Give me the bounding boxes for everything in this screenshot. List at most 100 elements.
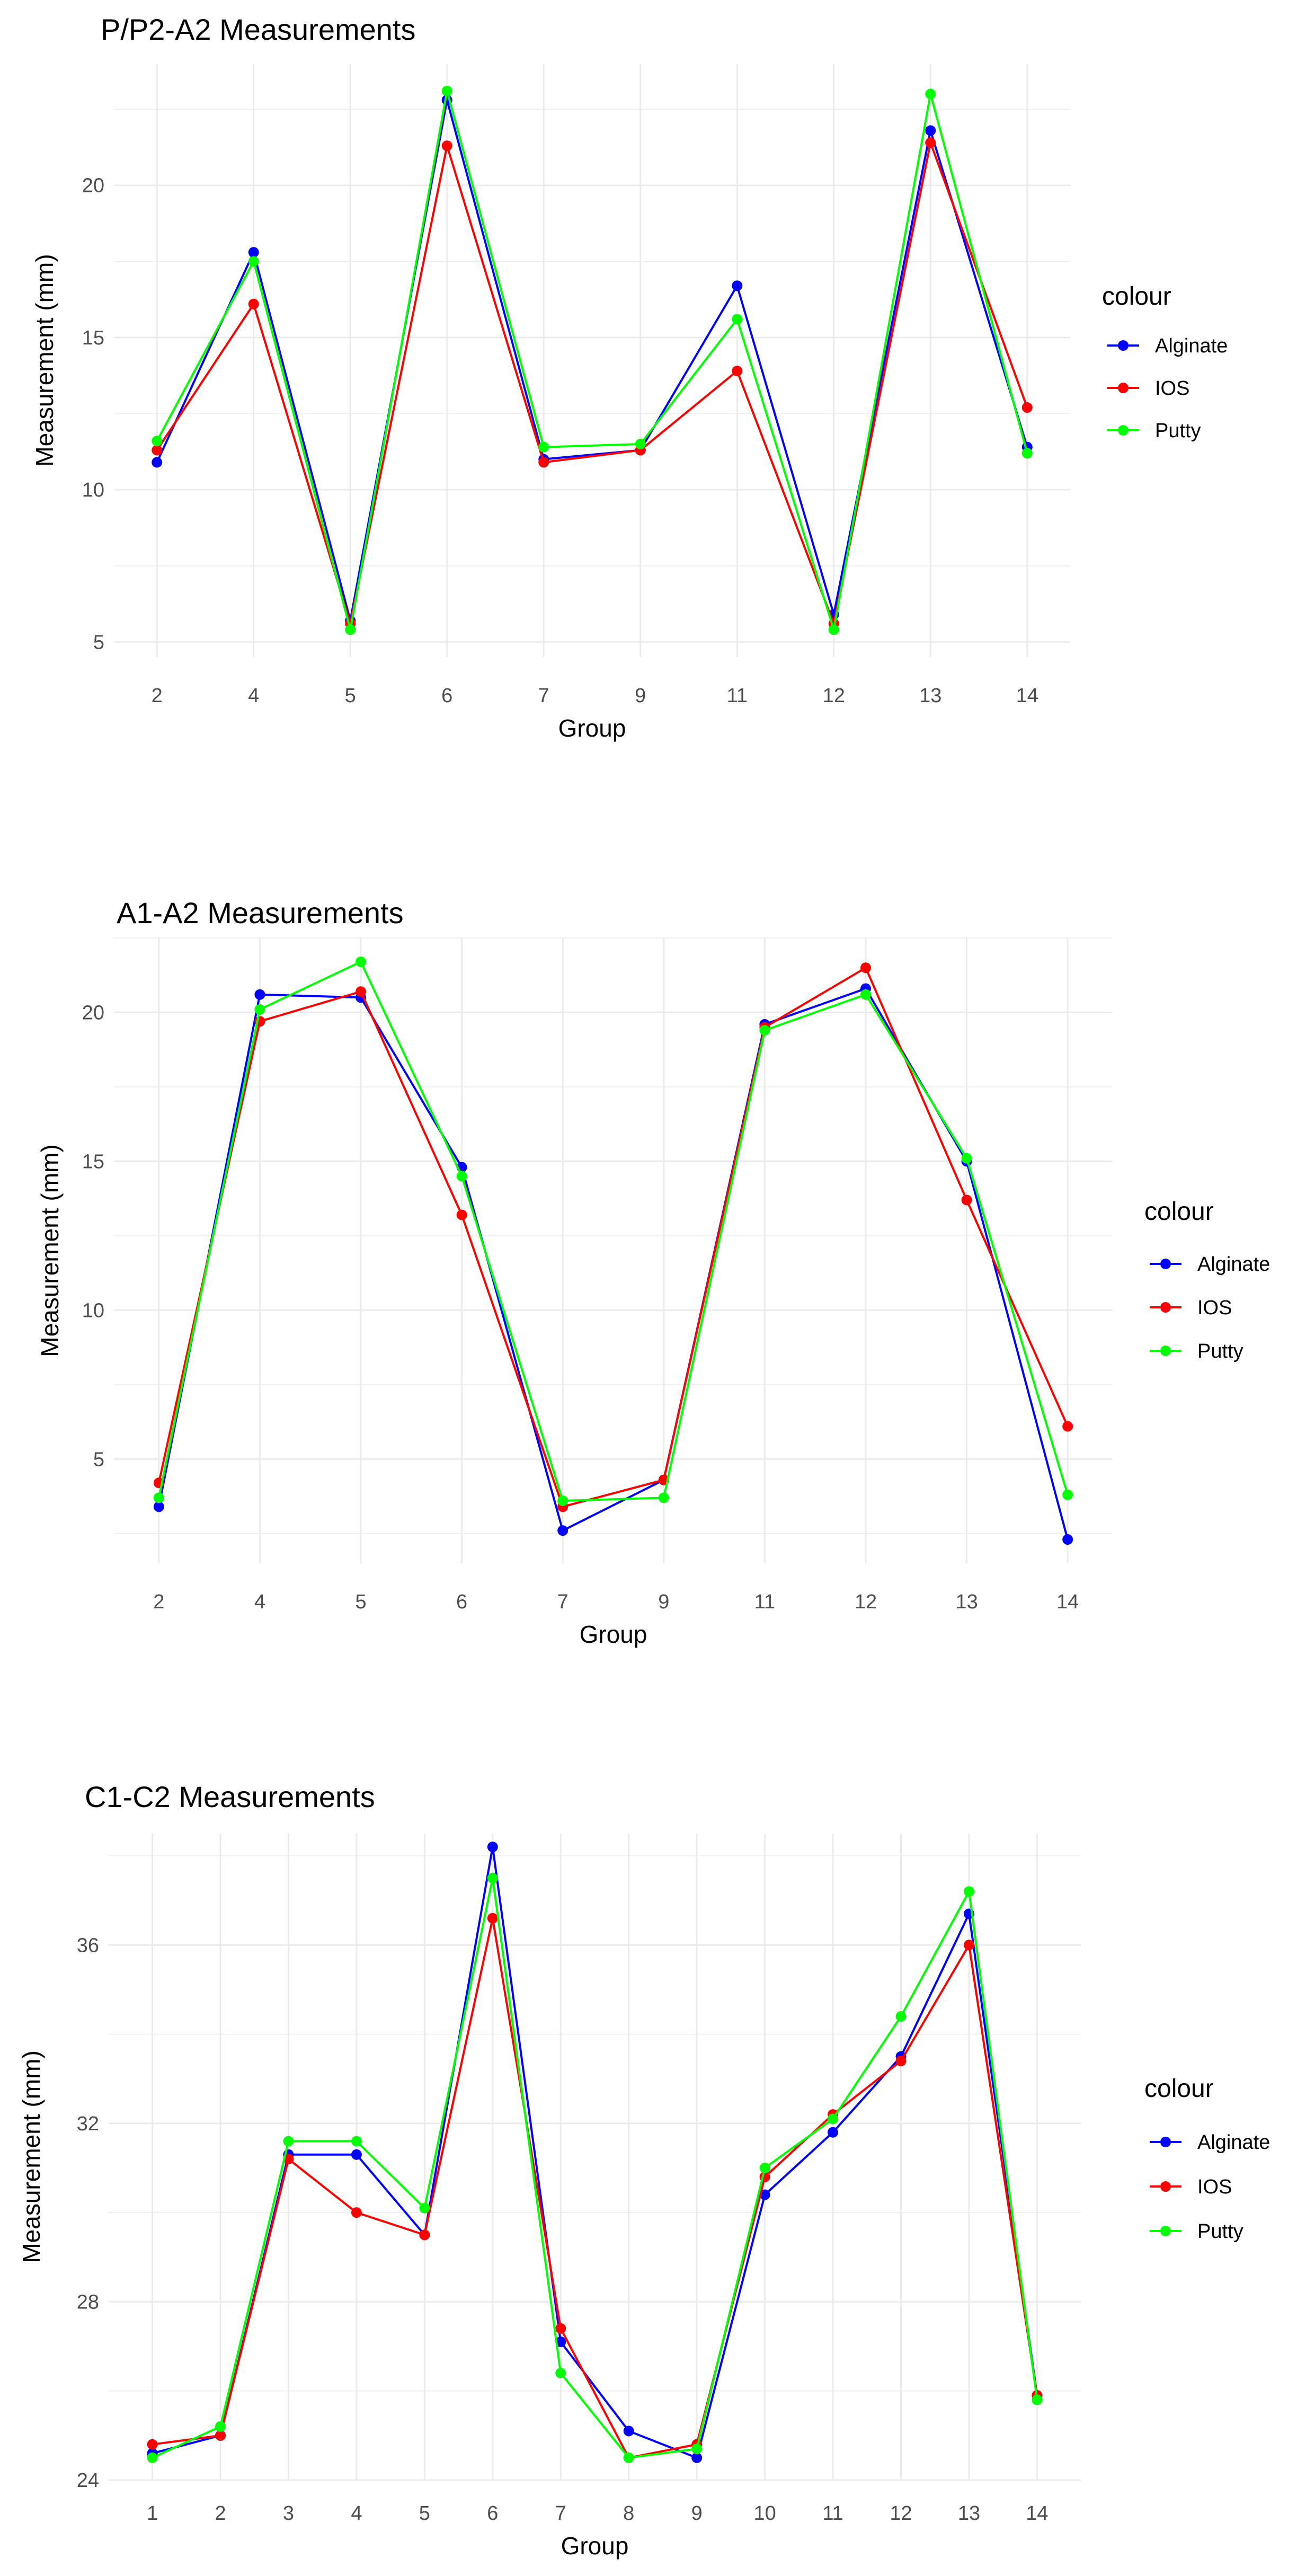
x-tick-label: 10 bbox=[753, 2502, 776, 2525]
data-point-alginate bbox=[487, 1842, 498, 1853]
line-chart-a1-a2: A1-A2 Measurements 5 10 15 20 2 4 5 6 7 9 11 12 13 14 G… bbox=[36, 896, 1270, 1648]
data-point-putty bbox=[691, 2444, 703, 2455]
data-point-ios bbox=[963, 1940, 974, 1951]
x-tick-label: 12 bbox=[823, 685, 845, 707]
y-tick-label: 10 bbox=[82, 479, 104, 501]
x-tick-label: 6 bbox=[487, 2502, 498, 2525]
legend-key-point-alginate bbox=[1160, 1259, 1171, 1269]
series-ios bbox=[152, 137, 1033, 629]
legend-label-putty: Putty bbox=[1155, 420, 1201, 442]
data-point-ios bbox=[555, 2323, 566, 2334]
x-tick-label: 5 bbox=[355, 1591, 366, 1613]
data-point-ios bbox=[860, 962, 871, 973]
series-alginate bbox=[152, 94, 1033, 626]
y-axis-title: Measurement (mm) bbox=[31, 254, 58, 466]
legend-key-point-putty bbox=[1160, 1345, 1171, 1356]
data-point-putty bbox=[456, 1171, 467, 1182]
legend-label-ios: IOS bbox=[1197, 1297, 1232, 1319]
data-point-putty bbox=[152, 436, 163, 447]
series-putty bbox=[147, 1873, 1043, 2463]
legend-title: colour bbox=[1102, 282, 1171, 311]
series-line-alginate bbox=[157, 987, 1069, 1540]
y-axis-title: Measurement (mm) bbox=[17, 2050, 45, 2263]
data-point-putty bbox=[759, 2163, 770, 2174]
series-putty bbox=[153, 956, 1073, 1506]
data-point-putty bbox=[487, 1873, 498, 1884]
data-point-alginate bbox=[759, 2189, 770, 2200]
x-tick-label: 4 bbox=[351, 2502, 362, 2525]
data-point-putty bbox=[345, 624, 356, 635]
legend: colour Alginate IOS Putty bbox=[1144, 1198, 1270, 1362]
x-tick-label: 6 bbox=[441, 685, 452, 707]
chart-panel-a1-a2: A1-A2 Measurements 5 10 15 20 2 4 5 6 7 9 11 12 13 14 G… bbox=[0, 874, 1315, 1669]
data-point-putty bbox=[925, 88, 936, 100]
data-point-ios bbox=[895, 2056, 907, 2067]
data-point-putty bbox=[538, 441, 549, 453]
x-tick-label: 7 bbox=[555, 2502, 566, 2525]
x-tick-label: 14 bbox=[1016, 685, 1038, 707]
data-point-putty bbox=[555, 2368, 566, 2379]
x-tick-label: 9 bbox=[635, 685, 646, 707]
data-point-putty bbox=[283, 2136, 294, 2147]
legend-title: colour bbox=[1144, 2075, 1214, 2103]
legend-key-point-putty bbox=[1160, 2226, 1171, 2236]
chart-panel-pp2-a2: P/P2-A2 Measurements 5 10 15 20 2 4 5 6 7 9 11 12 13 1… bbox=[0, 0, 1315, 795]
data-point-alginate bbox=[1062, 1534, 1073, 1545]
data-point-alginate bbox=[925, 125, 936, 136]
y-tick-label: 10 bbox=[82, 1299, 104, 1322]
x-tick-label: 13 bbox=[955, 1591, 978, 1613]
x-tick-label: 14 bbox=[1026, 2502, 1048, 2525]
series-line-putty bbox=[157, 960, 1069, 1502]
data-point-putty bbox=[961, 1153, 972, 1164]
x-tick-label: 9 bbox=[691, 2502, 703, 2525]
series-line-ios bbox=[152, 1917, 1038, 2459]
gridlines bbox=[114, 937, 1113, 1563]
gridlines bbox=[109, 1834, 1081, 2481]
legend-key-point-ios bbox=[1160, 2181, 1171, 2192]
legend-key-point-putty bbox=[1118, 425, 1129, 436]
legend-title: colour bbox=[1144, 1198, 1214, 1226]
data-point-ios bbox=[538, 457, 549, 468]
data-point-alginate bbox=[152, 457, 163, 468]
data-point-putty bbox=[828, 2113, 839, 2124]
data-point-alginate bbox=[691, 2452, 703, 2463]
x-tick-label: 2 bbox=[215, 2502, 226, 2525]
y-tick-label: 5 bbox=[93, 1448, 104, 1471]
data-point-ios bbox=[441, 140, 452, 152]
data-point-putty bbox=[248, 256, 259, 267]
series-putty bbox=[152, 85, 1033, 635]
legend-key-point-ios bbox=[1160, 1302, 1171, 1313]
y-tick-label: 32 bbox=[77, 2113, 99, 2135]
gridlines bbox=[114, 64, 1070, 657]
data-point-putty bbox=[147, 2452, 158, 2463]
chart-panel-c1-c2: C1-C2 Measurements 24 28 32 36 1 2 3 4 5 6 7 8 9 10 11 1… bbox=[0, 1749, 1315, 2576]
x-axis-title: Group bbox=[580, 1621, 647, 1648]
x-tick-label: 6 bbox=[456, 1591, 467, 1613]
x-tick-label: 1 bbox=[147, 2502, 158, 2525]
x-tick-label: 7 bbox=[557, 1591, 568, 1613]
y-tick-label: 15 bbox=[82, 327, 104, 349]
data-point-putty bbox=[860, 989, 871, 1000]
series-alginate bbox=[153, 983, 1073, 1545]
data-point-putty bbox=[658, 1492, 669, 1503]
data-point-putty bbox=[153, 1492, 164, 1503]
data-point-ios bbox=[487, 1913, 498, 1924]
data-point-ios bbox=[215, 2430, 226, 2441]
series-alginate bbox=[147, 1842, 1043, 2463]
x-tick-label: 11 bbox=[822, 2502, 843, 2525]
data-point-putty bbox=[356, 956, 367, 967]
x-tick-label: 12 bbox=[890, 2502, 912, 2525]
x-tick-label: 12 bbox=[855, 1591, 877, 1613]
data-point-alginate bbox=[351, 2149, 362, 2160]
legend-key-point-alginate bbox=[1160, 2137, 1171, 2147]
data-point-alginate bbox=[254, 989, 265, 1000]
x-tick-label: 11 bbox=[754, 1591, 775, 1613]
series-line-ios bbox=[156, 141, 1028, 625]
data-point-putty bbox=[419, 2202, 430, 2214]
series-line-alginate bbox=[156, 99, 1028, 622]
data-point-alginate bbox=[555, 2336, 566, 2348]
x-tick-label: 4 bbox=[248, 685, 259, 707]
data-point-ios bbox=[1062, 1421, 1073, 1432]
y-tick-label: 28 bbox=[77, 2291, 99, 2313]
x-tick-label: 5 bbox=[419, 2502, 430, 2525]
